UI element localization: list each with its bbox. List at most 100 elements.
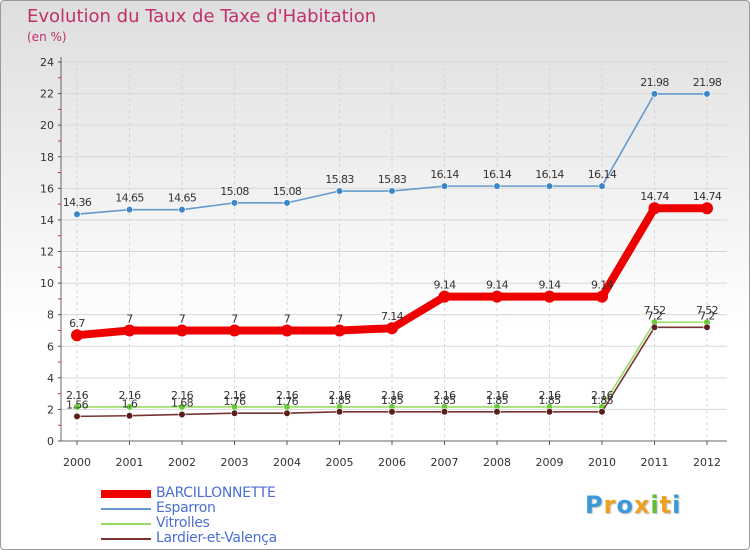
data-label-lardier-et-valenca: 1.85 [433,394,456,407]
data-label-lardier-et-valenca: 7.2 [699,309,715,322]
data-point-vitrolles [178,403,186,411]
legend-swatch-lardier-et-valenca [101,538,151,540]
x-tick-label: 2003 [221,456,249,469]
data-point-barcillonnette [386,322,398,335]
data-label-esparron: 14.65 [115,192,144,205]
data-label-vitrolles: 7.52 [643,304,665,317]
data-label-barcillonnette: 9.14 [591,279,614,292]
data-label-lardier-et-valenca: 1.85 [591,394,614,407]
data-label-barcillonnette: 9.14 [486,279,509,292]
x-tick-label: 2010 [588,456,616,469]
data-label-lardier-et-valenca: 1.85 [381,394,404,407]
data-point-barcillonnette [491,290,503,303]
data-point-barcillonnette [333,324,346,337]
data-label-barcillonnette: 14.74 [640,190,669,203]
data-label-esparron: 16.14 [535,168,564,181]
chart-subtitle: (en %) [27,30,67,44]
x-tick-label: 2012 [693,456,721,469]
data-label-esparron: 14.65 [168,192,197,205]
data-label-esparron: 21.98 [640,76,669,89]
data-point-barcillonnette [228,324,241,337]
data-point-barcillonnette [596,290,608,303]
data-point-esparron [703,90,711,98]
data-label-vitrolles: 2.16 [486,389,509,402]
y-tick-label: 12 [40,246,54,259]
data-label-esparron: 15.08 [273,185,302,198]
data-point-lardier-et-valenca [650,323,659,331]
data-point-esparron [335,187,344,195]
data-label-esparron: 14.36 [63,196,92,209]
x-tick-label: 2000 [63,456,91,469]
data-point-esparron [493,182,501,190]
data-label-vitrolles: 2.16 [381,389,404,402]
data-label-vitrolles: 2.16 [66,389,89,402]
data-label-lardier-et-valenca: 1.85 [486,394,509,407]
data-point-esparron [125,206,134,214]
data-label-esparron: 21.98 [693,76,722,89]
logo-letter: i [650,491,660,519]
data-label-lardier-et-valenca: 1.85 [538,394,561,407]
y-tick-label: 4 [47,372,54,385]
data-point-esparron [178,206,186,214]
legend-label-vitrolles: Vitrolles [156,515,210,531]
x-tick-label: 2007 [431,456,459,469]
data-label-vitrolles: 2.16 [118,389,141,402]
data-point-lardier-et-valenca [335,408,344,416]
data-label-vitrolles: 2.16 [328,389,351,402]
data-point-vitrolles [73,403,81,411]
data-label-barcillonnette: 14.74 [693,190,722,203]
data-label-lardier-et-valenca: 1.85 [328,394,351,407]
data-point-esparron [440,182,449,190]
y-tick-label: 22 [40,88,54,101]
legend-swatch-vitrolles [101,523,151,525]
data-label-barcillonnette: 7 [336,312,343,325]
data-point-esparron [598,182,606,190]
logo-letter: i [672,491,682,519]
y-tick-label: 6 [47,340,54,353]
data-point-lardier-et-valenca [73,412,81,420]
data-label-barcillonnette: 9.14 [538,279,561,292]
data-label-lardier-et-valenca: 1.68 [171,396,194,409]
y-tick-label: 20 [40,119,54,132]
data-label-barcillonnette: 7.14 [381,310,404,323]
data-label-barcillonnette: 7 [179,312,186,325]
legend-label-barcillonnette: BARCILLONNETTE [156,485,276,501]
data-point-vitrolles [125,403,134,411]
data-point-lardier-et-valenca [545,408,554,416]
x-tick-label: 2009 [536,456,564,469]
y-tick-label: 24 [40,56,54,69]
chart-title: Evolution du Taux de Taxe d'Habitation [27,6,377,27]
logo-letter: P [585,491,604,519]
legend-label-lardier-et-valenca: Lardier-et-Valença [156,530,277,546]
x-tick-label: 2002 [168,456,196,469]
y-tick-label: 14 [40,214,54,227]
x-tick-label: 2001 [116,456,144,469]
data-point-esparron [545,182,554,190]
y-tick-label: 16 [40,182,54,195]
logo-letter: o [616,491,634,519]
data-point-barcillonnette [123,324,136,337]
legend-swatch-esparron [101,508,151,510]
data-label-barcillonnette: 7 [231,312,238,325]
data-label-vitrolles: 2.16 [433,389,456,402]
data-label-esparron: 15.83 [325,173,354,186]
data-label-lardier-et-valenca: 1.56 [66,398,89,411]
data-point-lardier-et-valenca [493,408,501,416]
data-label-barcillonnette: 7 [284,312,291,325]
data-label-vitrolles: 2.16 [171,389,194,402]
proxiti-logo: Proxiti [585,491,681,519]
y-tick-label: 8 [47,309,54,322]
data-point-barcillonnette [176,324,188,337]
data-point-barcillonnette [71,329,83,342]
data-point-esparron [73,210,81,218]
data-label-vitrolles: 2.16 [276,389,299,402]
data-label-barcillonnette: 9.14 [433,279,456,292]
x-tick-label: 2004 [273,456,301,469]
data-label-vitrolles: 7.52 [696,304,718,317]
x-tick-label: 2006 [378,456,406,469]
data-label-lardier-et-valenca: 7.2 [647,309,663,322]
y-tick-label: 10 [40,277,54,290]
data-point-lardier-et-valenca [230,409,239,417]
y-tick-label: 2 [47,403,54,416]
